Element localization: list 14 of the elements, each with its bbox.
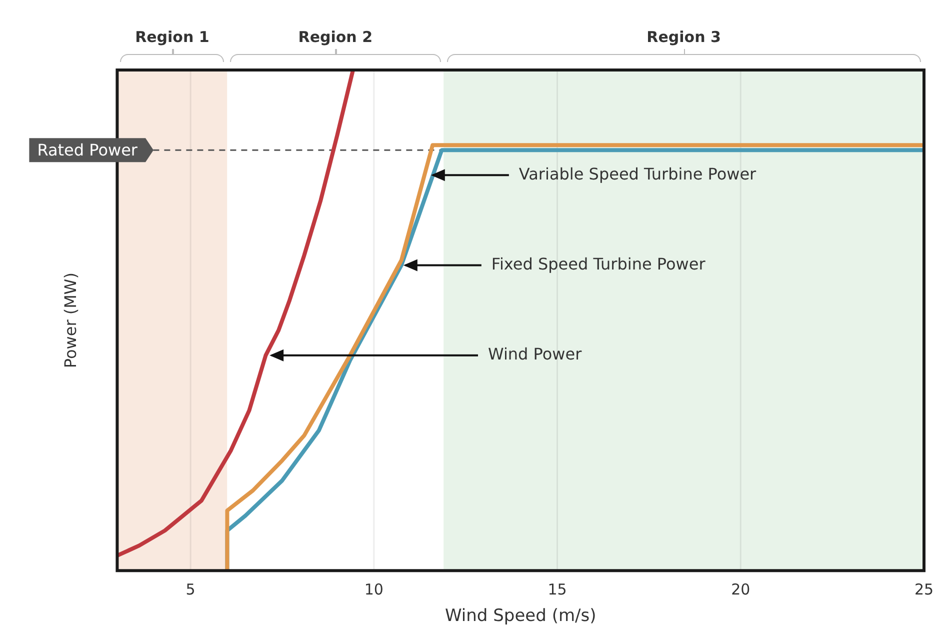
annotation: Wind Power: [488, 344, 582, 364]
annotation: Variable Speed Turbine Power: [518, 164, 757, 184]
x-tick-label: 25: [914, 580, 934, 598]
x-tick-label: 15: [548, 580, 567, 598]
x-tick-label: 20: [731, 580, 750, 598]
y-axis-title: Power (MW): [60, 272, 80, 368]
ref-line-label: Rated Power: [37, 140, 138, 160]
band-label: Region 2: [298, 28, 373, 46]
band-label: Region 3: [646, 28, 721, 46]
x-tick-label: 5: [186, 580, 196, 598]
band-label: Region 1: [135, 28, 210, 46]
x-tick-label: 10: [364, 580, 384, 598]
x-axis-title: Wind Speed (m/s): [444, 606, 596, 626]
annotation: Fixed Speed Turbine Power: [491, 254, 706, 274]
